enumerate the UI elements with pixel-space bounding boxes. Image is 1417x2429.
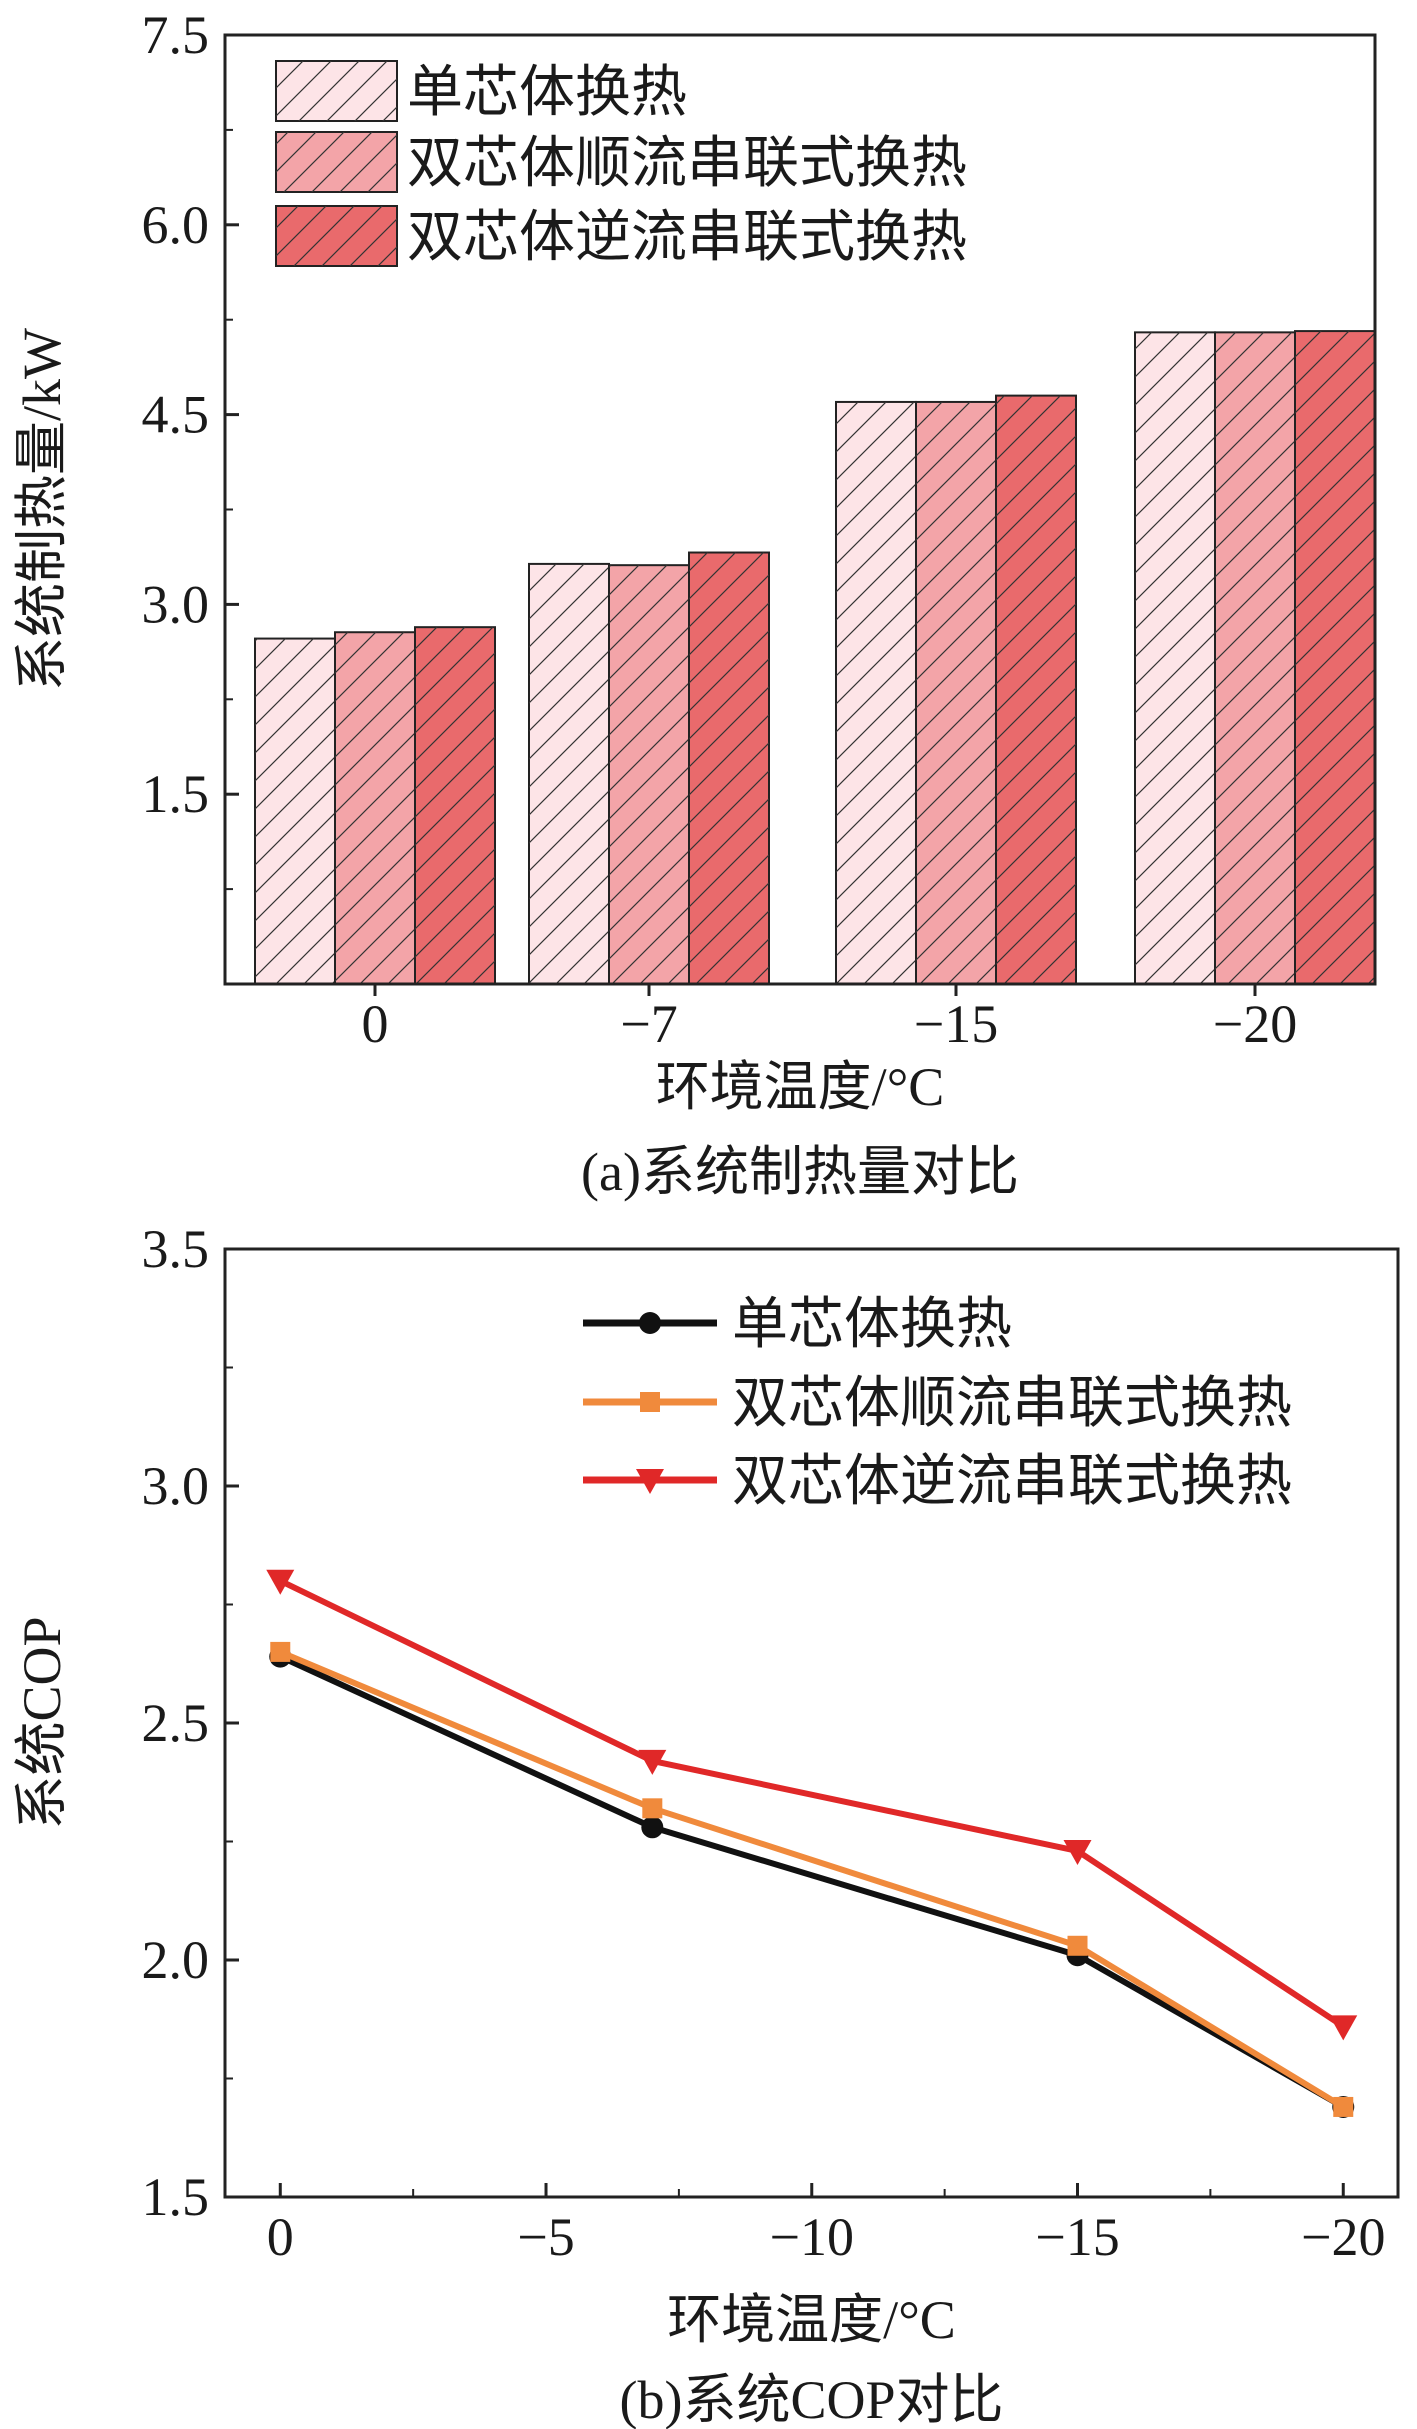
series-square [270, 1641, 1354, 2117]
bar-hatch [415, 627, 495, 984]
bar-hatch [609, 565, 689, 984]
chart-caption: (a)系统制热量对比 [581, 1142, 1019, 1202]
legend-item: 双芯体逆流串联式换热 [583, 1451, 1292, 1513]
bar [835, 400, 917, 985]
legend-label: 双芯体顺流串联式换热 [407, 133, 967, 195]
x-tick-label: −5 [517, 2207, 574, 2267]
legend-item: 双芯体逆流串联式换热 [275, 205, 967, 269]
data-point [1063, 1839, 1092, 1865]
bar [1214, 331, 1296, 985]
series-line [278, 1578, 1345, 2029]
data-point [642, 1798, 663, 1819]
legend-swatch-hatch [276, 132, 397, 192]
bar-hatch [1135, 332, 1215, 984]
bar [254, 637, 336, 986]
data-point [266, 1569, 295, 1595]
legend-marker [639, 1312, 661, 1334]
bar [334, 631, 416, 985]
x-axis-label: 环境温度/°C [667, 2290, 956, 2350]
data-point [1329, 2015, 1358, 2041]
bar-chart-heating-capacity: 1.5 3.0 4.5 6.0 7.5 0 −7 −15 −20 系统制热量/kW 环境温度/°C (… [12, 5, 1377, 1202]
legend-label: 单芯体换热 [407, 62, 687, 124]
legend-label: 双芯体逆流串联式换热 [407, 207, 967, 269]
y-tick-label: 4.5 [142, 385, 210, 445]
x-tick-label: 0 [362, 994, 389, 1054]
x-tick-label: −7 [620, 994, 677, 1054]
x-tick-label: −15 [1035, 2207, 1119, 2267]
bar-hatch [529, 563, 609, 984]
y-tick-label: 7.5 [142, 5, 210, 65]
y-tick-label: 3.0 [142, 1456, 210, 1516]
y-tick-label: 1.5 [142, 2167, 210, 2227]
data-point [638, 1749, 667, 1775]
bar [608, 564, 690, 986]
series-line [279, 1653, 1345, 2110]
x-tick-label: −10 [770, 2207, 854, 2267]
x-tick-label: 0 [267, 2207, 294, 2267]
bar-hatch [1215, 332, 1295, 984]
bar-hatch [916, 401, 996, 984]
bar-hatch [1295, 331, 1375, 984]
legend-item: 双芯体顺流串联式换热 [275, 131, 967, 195]
legend-swatch-hatch [276, 61, 397, 121]
data-point [641, 1816, 664, 1839]
bar [915, 400, 997, 985]
y-tick-label: 1.5 [142, 764, 210, 824]
legend-item: 单芯体换热 [583, 1294, 1012, 1356]
legend-marker [636, 1469, 664, 1494]
bar-hatch [996, 395, 1076, 984]
y-axis-label: 系统制热量/kW [12, 328, 72, 691]
bar [414, 626, 496, 986]
line-chart-cop: 1.5 2.0 2.5 3.0 3.5 0 −5 −10 −15 −20 系统COP 环境温度/°C (… [12, 1219, 1400, 2429]
data-point [270, 1641, 291, 1662]
y-tick-label: 6.0 [142, 195, 210, 255]
series-triangle-down [266, 1569, 1358, 2041]
legend-swatch-hatch [276, 206, 397, 266]
bar-hatch [689, 552, 769, 984]
x-tick-label: −15 [914, 994, 998, 1054]
y-axis-label: 系统COP [12, 1616, 72, 1829]
data-point [1333, 2096, 1354, 2117]
bar [1294, 330, 1376, 985]
x-tick-label: −20 [1301, 2207, 1385, 2267]
legend-marker [640, 1392, 660, 1412]
bar-hatch [335, 632, 415, 984]
series-line [279, 1649, 1345, 2110]
bar [995, 394, 1077, 985]
bar [688, 551, 770, 986]
bar [1134, 331, 1216, 985]
data-point [1067, 1935, 1088, 1956]
y-tick-label: 3.0 [142, 574, 210, 634]
y-tick-label: 2.0 [142, 1930, 210, 1990]
legend-item: 双芯体顺流串联式换热 [583, 1373, 1292, 1435]
legend-label: 双芯体逆流串联式换热 [732, 1451, 1292, 1513]
legend-label: 单芯体换热 [732, 1294, 1012, 1356]
bar [528, 562, 610, 986]
y-tick-label: 2.5 [142, 1693, 210, 1753]
y-tick-label: 3.5 [142, 1219, 210, 1279]
bar-hatch [836, 401, 916, 984]
bar-hatch [255, 638, 335, 984]
chart-caption: (b)系统COP对比 [619, 2370, 1003, 2429]
x-axis-label: 环境温度/°C [656, 1057, 945, 1117]
x-tick-label: −20 [1213, 994, 1297, 1054]
legend-item: 单芯体换热 [275, 60, 687, 124]
legend-label: 双芯体顺流串联式换热 [732, 1373, 1292, 1435]
